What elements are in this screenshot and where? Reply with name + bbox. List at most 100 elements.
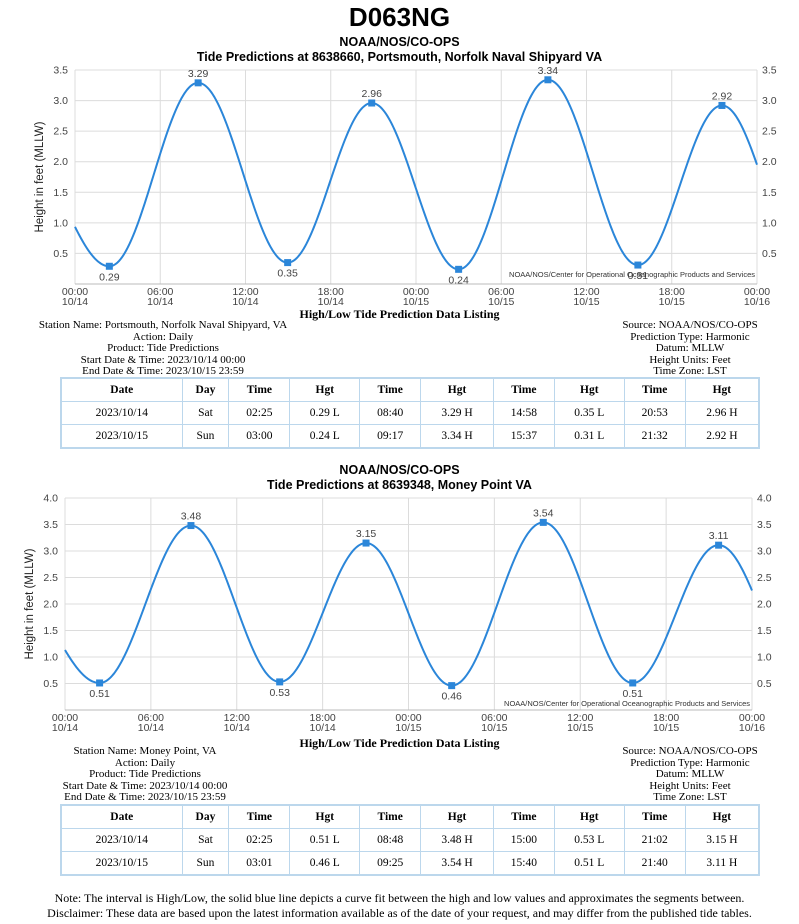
y-tick-label-right: 3.5 (762, 65, 777, 77)
low-tide-label: 0.35 (277, 268, 298, 280)
table-cell: 03:01 (228, 851, 291, 876)
table-cell: 0.46 L (289, 851, 361, 876)
column-header: Hgt (420, 804, 494, 829)
station-2-meta-right: Source: NOAA/NOS/CO-OPS Prediction Type:… (600, 745, 780, 804)
table-cell: 15:40 (492, 851, 555, 876)
chart-credit: NOAA/NOS/Center for Operational Oceanogr… (509, 270, 755, 279)
table-row: 2023/10/15 Sun 03:00 0.24 L 09:17 3.34 H 15:37… (60, 424, 760, 449)
table-cell: 0.24 L (289, 424, 361, 449)
high-tide-label: 3.48 (181, 511, 202, 523)
y-tick-label-left: 1.0 (53, 217, 68, 229)
meta-start-date: Start Date & Time: 2023/10/14 00:00 (62, 779, 228, 792)
table-cell: 2023/10/15 (60, 851, 183, 876)
table-cell: 3.15 H (684, 828, 760, 852)
x-tick-label-time: 12:00 (232, 286, 258, 298)
table-cell: 3.54 H (420, 851, 494, 876)
meta-action: Action: Daily (132, 330, 194, 343)
column-header: Time (359, 804, 422, 829)
high-tide-marker (194, 79, 202, 87)
table-cell: Sun (181, 424, 230, 449)
x-tick-label-time: 12:00 (573, 286, 599, 298)
low-tide-marker (634, 261, 642, 269)
x-tick-label-time: 18:00 (318, 286, 344, 298)
low-tide-label: 0.51 (623, 688, 644, 700)
x-tick-label-date: 10/15 (653, 722, 679, 734)
y-tick-label-right: 2.5 (762, 126, 777, 138)
x-tick-label-time: 18:00 (309, 712, 335, 724)
high-tide-label: 3.34 (538, 65, 559, 77)
table-cell: 0.51 L (553, 851, 625, 876)
column-header: Hgt (684, 377, 760, 402)
meta-time-zone: Time Zone: LST (653, 791, 727, 803)
chart-credit: NOAA/NOS/Center for Operational Oceanogr… (504, 699, 750, 708)
column-header: Date (60, 377, 183, 402)
high-tide-label: 3.29 (188, 68, 209, 80)
y-tick-label-right: 0.5 (757, 678, 772, 690)
y-tick-label-left: 3.5 (53, 65, 68, 77)
x-tick-label-time: 00:00 (403, 286, 429, 298)
x-tick-label-time: 06:00 (481, 712, 507, 724)
low-tide-label: 0.53 (269, 687, 290, 699)
meta-height-units: Height Units: Feet (649, 779, 731, 792)
table-cell: 09:25 (359, 851, 422, 876)
table-cell: 2023/10/14 (60, 828, 183, 852)
chart-1-station-title: Tide Predictions at 8638660, Portsmouth,… (196, 50, 603, 64)
table-cell: 15:37 (492, 424, 555, 449)
table-cell: Sat (181, 401, 230, 425)
x-tick-label-time: 00:00 (739, 712, 765, 724)
low-tide-marker (96, 679, 104, 687)
x-tick-label-date: 10/15 (488, 296, 514, 308)
table-cell: 21:40 (623, 851, 686, 876)
y-tick-label-right: 2.5 (757, 572, 772, 584)
y-tick-label-right: 1.5 (762, 187, 777, 199)
x-tick-label-date: 10/14 (224, 722, 250, 734)
x-tick-label-date: 10/14 (62, 296, 88, 308)
y-tick-label-left: 1.5 (43, 625, 58, 637)
x-tick-label-time: 00:00 (52, 712, 78, 724)
column-header: Date (60, 804, 183, 829)
table-cell: 21:02 (623, 828, 686, 852)
table-cell: 08:48 (359, 828, 422, 852)
table-cell: 03:00 (228, 424, 291, 449)
meta-source: Source: NOAA/NOS/CO-OPS (622, 745, 758, 757)
table-header-row: Date Day Time Hgt Time Hgt Time Hgt Time Hgt (60, 804, 760, 829)
listing-2-title: High/Low Tide Prediction Data Listing (299, 736, 500, 750)
meta-station-name: Station Name: Portsmouth, Norfolk Naval … (38, 319, 288, 331)
column-header: Day (181, 377, 230, 402)
y-tick-label-left: 1.5 (53, 187, 68, 199)
y-tick-label-left: 2.0 (53, 156, 68, 168)
y-tick-label-right: 2.0 (757, 599, 772, 611)
station-1-meta-left: Station Name: Portsmouth, Norfolk Naval … (8, 319, 318, 378)
low-tide-marker (276, 678, 284, 686)
station-2-meta-left: Station Name: Money Point, VA Action: Da… (40, 745, 250, 804)
y-tick-label-right: 2.0 (762, 156, 777, 168)
x-tick-label-date: 10/14 (52, 722, 78, 734)
listing-1-title: High/Low Tide Prediction Data Listing (299, 307, 500, 321)
interval-note: Note: The interval is High/Low, the soli… (54, 891, 745, 905)
low-tide-label: 0.29 (99, 271, 120, 283)
column-header: Day (181, 804, 230, 829)
station-1-meta-right: Source: NOAA/NOS/CO-OPS Prediction Type:… (600, 319, 780, 378)
x-tick-label-date: 10/14 (232, 296, 258, 308)
y-tick-label-left: 1.0 (43, 652, 58, 664)
y-tick-label-left: 0.5 (53, 248, 68, 260)
meta-source: Source: NOAA/NOS/CO-OPS (622, 319, 758, 331)
x-tick-label-date: 10/14 (147, 296, 173, 308)
meta-prediction-type: Prediction Type: Harmonic (630, 330, 750, 343)
x-tick-label-time: 06:00 (138, 712, 164, 724)
y-tick-label-right: 4.0 (757, 493, 772, 505)
high-tide-marker (718, 101, 726, 109)
x-tick-label-date: 10/16 (744, 296, 770, 308)
table-cell: 0.29 L (289, 401, 361, 425)
y-tick-label-left: 3.0 (53, 95, 68, 107)
y-tick-label-right: 1.0 (762, 217, 777, 229)
column-header: Time (492, 377, 555, 402)
high-tide-label: 3.11 (709, 530, 729, 542)
low-tide-marker (629, 679, 637, 687)
y-tick-label-right: 0.5 (762, 248, 777, 260)
y-axis-title: Height in feet (MLLW) (24, 548, 36, 659)
table-cell: 3.34 H (420, 424, 494, 449)
low-tide-marker (105, 262, 113, 270)
meta-time-zone: Time Zone: LST (653, 365, 727, 377)
meta-prediction-type: Prediction Type: Harmonic (630, 756, 750, 769)
